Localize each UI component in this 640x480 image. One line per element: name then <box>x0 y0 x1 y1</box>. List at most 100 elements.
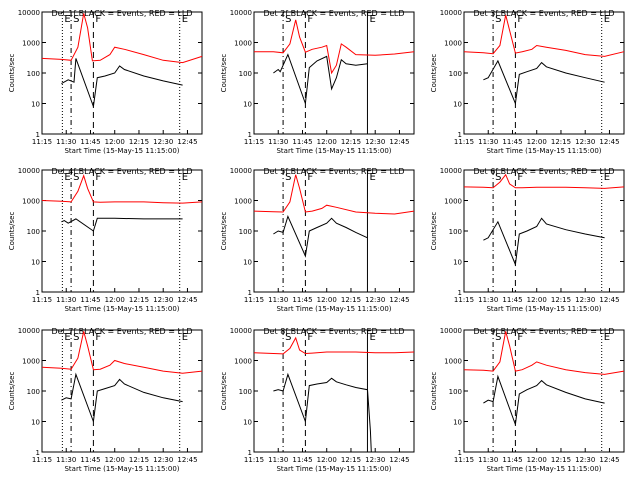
marker-label-S: S <box>495 172 501 183</box>
x-tick-label: 12:15 <box>551 138 571 146</box>
y-tick-label: 10000 <box>18 327 40 335</box>
x-tick-label: 12:45 <box>177 456 197 464</box>
y-axis-label: Counts/sec <box>220 54 228 93</box>
plot-frame <box>253 11 415 135</box>
x-tick-label: 11:15 <box>454 138 474 146</box>
x-tick-label: 12:00 <box>317 296 337 304</box>
y-axis-label: Counts/sec <box>220 212 228 251</box>
series-line-events <box>483 59 605 106</box>
x-tick-label: 12:30 <box>153 138 173 146</box>
marker-label-F: F <box>517 14 523 25</box>
x-axis-label: Start Time (15-May-15 11:15:00) <box>64 305 179 313</box>
x-axis-label: Start Time (15-May-15 11:15:00) <box>486 305 601 313</box>
marker-label-E: E <box>64 332 70 343</box>
y-axis-label: Counts/sec <box>430 212 438 251</box>
y-tick-label: 10 <box>243 419 252 427</box>
x-tick-label: 12:30 <box>575 138 595 146</box>
chart-panel-5: Det 5f BLACK = Events, RED = LLD 1 10 100 10… <box>220 167 415 313</box>
y-tick-label: 1000 <box>444 358 462 366</box>
series-line-events <box>483 217 605 267</box>
chart-title: Det 8f BLACK = Events, RED = LLD <box>263 327 404 336</box>
marker-label-S: S <box>285 14 291 25</box>
plot-frame <box>41 169 203 293</box>
marker-label-E: E <box>604 332 610 343</box>
y-tick-label: 1 <box>458 449 462 457</box>
chart-panel-6: Det 6f BLACK = Events, RED = LLD 1 10 100 10… <box>430 167 625 313</box>
x-tick-label: 12:15 <box>129 456 149 464</box>
x-tick-label: 12:15 <box>129 296 149 304</box>
chart-panel-9: Det 9f BLACK = Events, RED = LLD 1 10 100 10… <box>430 327 625 473</box>
x-tick-label: 12:45 <box>389 296 409 304</box>
y-tick-label: 1 <box>36 131 40 139</box>
marker-label-E: E <box>604 172 610 183</box>
x-tick-label: 11:15 <box>454 296 474 304</box>
marker-label-F: F <box>517 172 523 183</box>
marker-label-E: E <box>64 14 70 25</box>
y-tick-label: 1 <box>458 131 462 139</box>
x-tick-label: 12:30 <box>153 296 173 304</box>
series-line-lld <box>253 174 415 215</box>
series-line-lld <box>41 13 203 64</box>
x-tick-label: 11:45 <box>292 456 312 464</box>
plot-frame <box>253 329 415 453</box>
plot-frame <box>463 329 625 453</box>
x-tick-label: 12:45 <box>599 456 619 464</box>
x-tick-label: 11:45 <box>502 138 522 146</box>
series-line-events <box>273 372 372 453</box>
marker-label-F: F <box>517 332 523 343</box>
x-tick-label: 11:45 <box>80 138 100 146</box>
x-tick-label: 11:15 <box>454 456 474 464</box>
y-tick-label: 10 <box>453 259 462 267</box>
marker-label-S: S <box>73 332 79 343</box>
marker-label-S: S <box>285 172 291 183</box>
chart-panel-4: Det 4f BLACK = Events, RED = LLD 1 10 100 10… <box>8 167 203 313</box>
series-line-lld <box>254 19 415 75</box>
marker-label-S: S <box>495 14 501 25</box>
chart-panel-2: Det 2f BLACK = Events, RED = LLD 1 10 100 10… <box>220 9 415 155</box>
chart-title: Det 3f BLACK = Events, RED = LLD <box>473 9 614 18</box>
marker-label-E: E <box>182 172 188 183</box>
x-tick-label: 11:30 <box>478 456 498 464</box>
x-tick-label: 11:45 <box>292 296 312 304</box>
chart-panel-7: Det 7f BLACK = Events, RED = LLD 1 10 100 10… <box>8 327 203 473</box>
x-tick-label: 12:15 <box>341 456 361 464</box>
y-axis-label: Counts/sec <box>220 372 228 411</box>
y-tick-label: 10 <box>31 419 40 427</box>
x-tick-label: 11:15 <box>32 138 52 146</box>
x-axis-label: Start Time (15-May-15 11:15:00) <box>276 465 391 473</box>
series-line-lld <box>41 331 203 374</box>
x-tick-label: 12:45 <box>599 138 619 146</box>
marker-label-E: E <box>369 14 375 25</box>
x-tick-label: 11:45 <box>292 138 312 146</box>
y-tick-label: 100 <box>27 388 40 396</box>
y-axis-label: Counts/sec <box>8 372 16 411</box>
y-tick-label: 1000 <box>22 358 40 366</box>
x-tick-label: 11:45 <box>502 456 522 464</box>
y-tick-label: 10 <box>453 419 462 427</box>
y-tick-label: 10000 <box>440 327 462 335</box>
chart-title: Det 2f BLACK = Events, RED = LLD <box>263 9 404 18</box>
chart-title: Det 6f BLACK = Events, RED = LLD <box>473 167 614 176</box>
y-tick-label: 10000 <box>230 9 252 17</box>
y-tick-label: 1 <box>248 289 252 297</box>
x-tick-label: 12:15 <box>129 138 149 146</box>
y-tick-label: 100 <box>449 228 462 236</box>
y-tick-label: 1000 <box>22 40 40 48</box>
x-tick-label: 12:45 <box>389 138 409 146</box>
y-tick-label: 1 <box>36 289 40 297</box>
chart-title: Det 7f BLACK = Events, RED = LLD <box>51 327 192 336</box>
marker-label-E: E <box>64 172 70 183</box>
x-tick-label: 12:30 <box>365 456 385 464</box>
x-tick-label: 11:15 <box>32 456 52 464</box>
x-tick-label: 11:45 <box>80 456 100 464</box>
y-tick-label: 10 <box>243 101 252 109</box>
plot-frame <box>463 11 625 135</box>
series-line-lld <box>463 331 625 375</box>
x-tick-label: 12:45 <box>177 296 197 304</box>
y-tick-label: 10000 <box>18 167 40 175</box>
x-tick-label: 11:30 <box>56 456 76 464</box>
y-axis-label: Counts/sec <box>430 372 438 411</box>
y-tick-label: 1 <box>458 289 462 297</box>
y-tick-label: 10000 <box>18 9 40 17</box>
y-tick-label: 10000 <box>440 9 462 17</box>
